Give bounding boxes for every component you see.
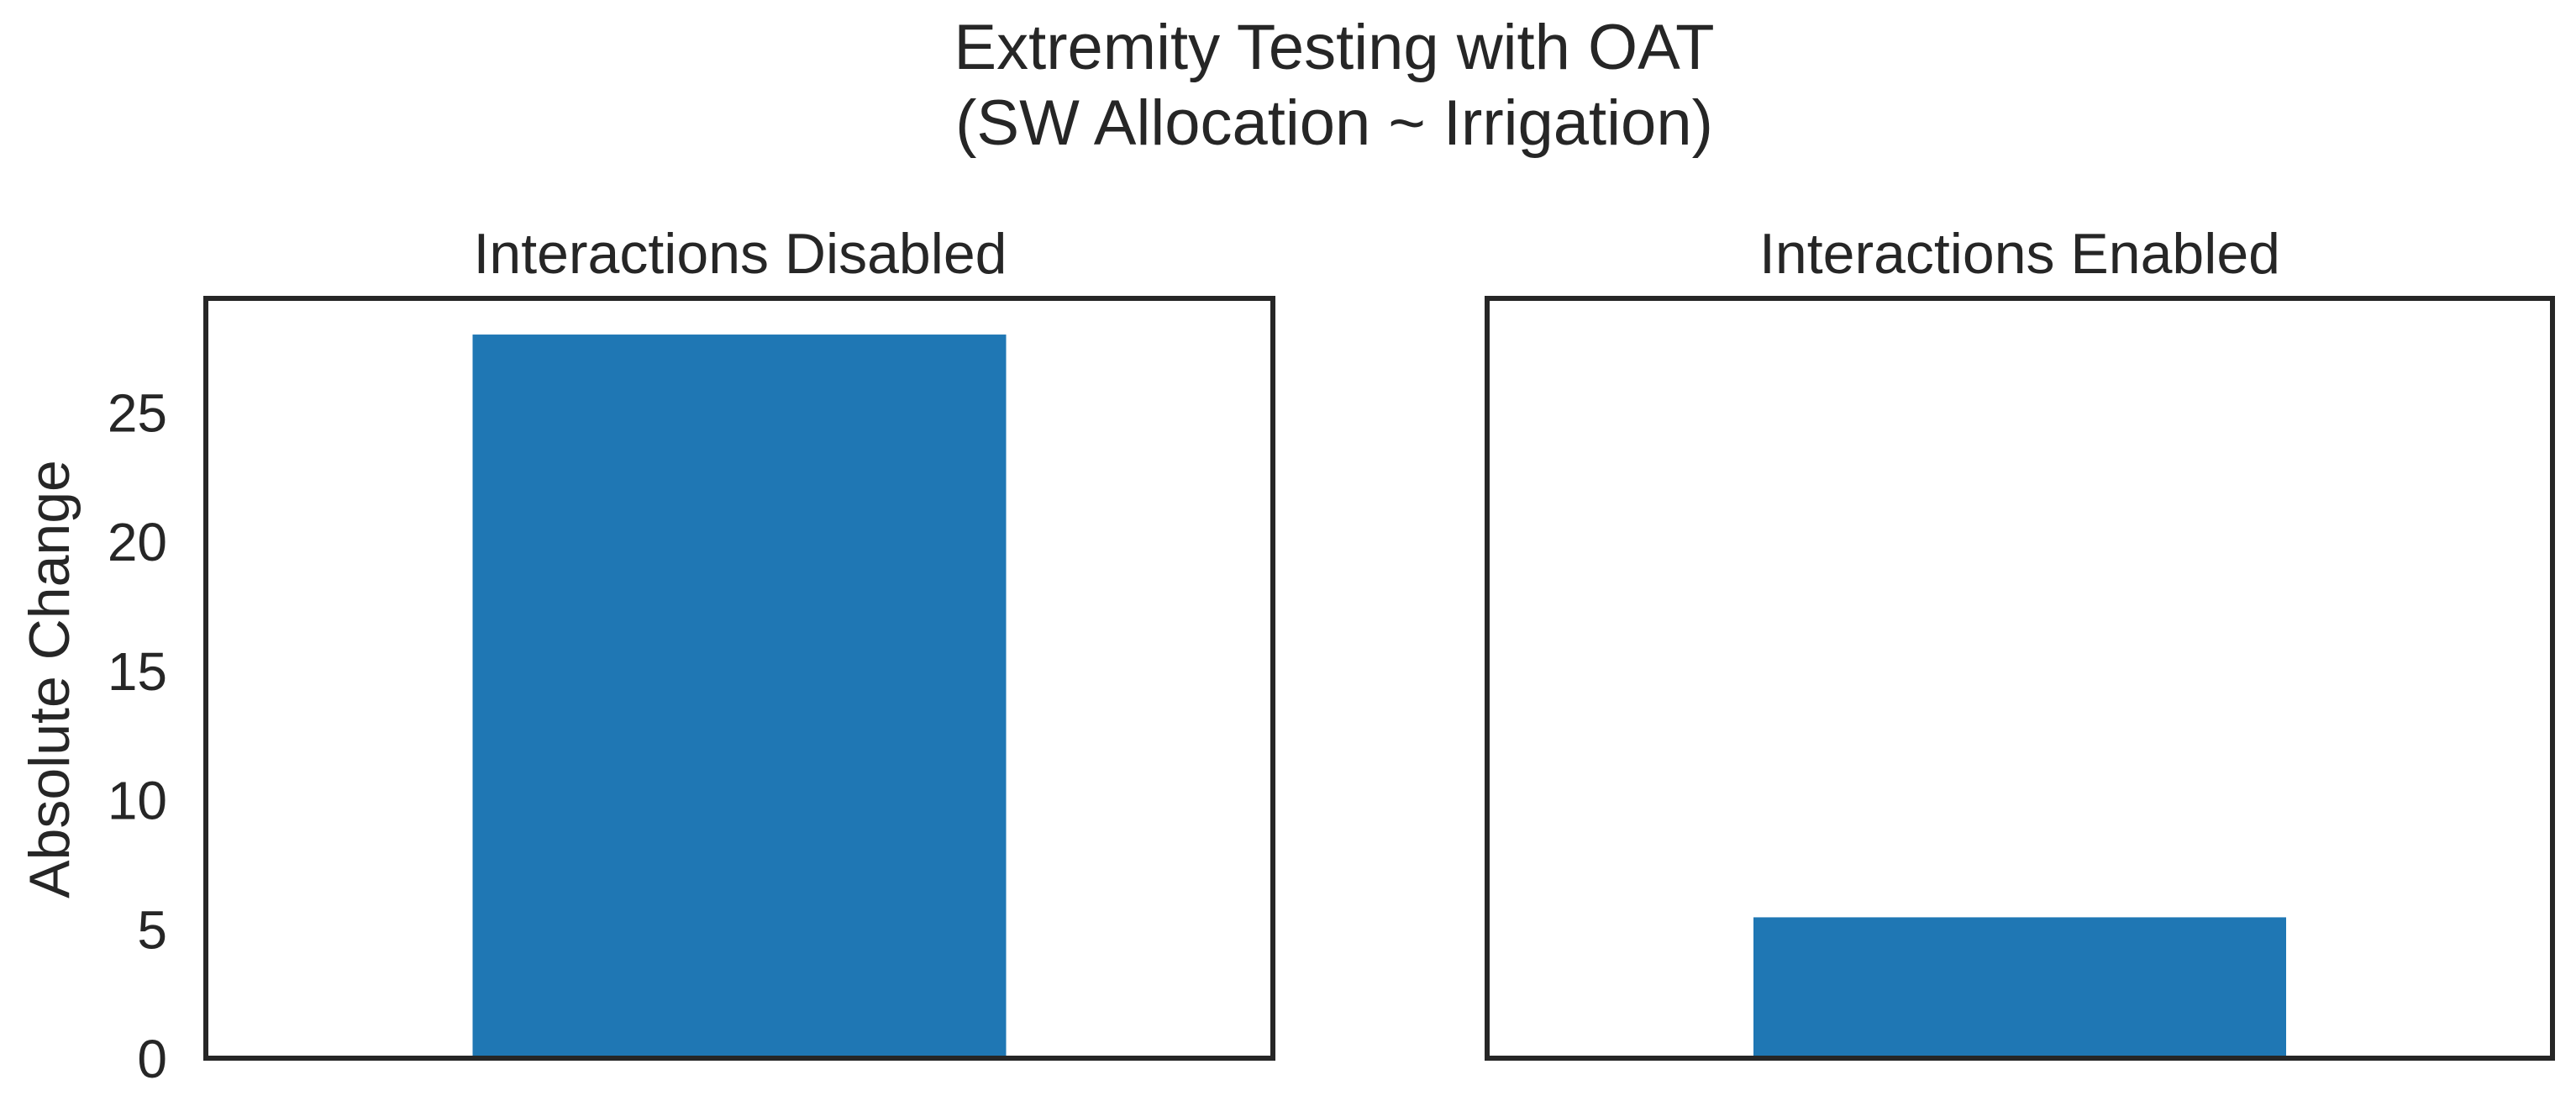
y-ticks-interactions-disabled: 0 5 10 15 20 25 <box>108 382 167 1089</box>
bar <box>1753 917 2286 1058</box>
y-tick-label: 10 <box>108 771 167 831</box>
figure-title-line1: Extremity Testing with OAT <box>954 12 1714 83</box>
axes-frame-interactions-disabled <box>203 296 1275 1061</box>
bar <box>472 335 1007 1058</box>
figure-title-line2: (SW Allocation ~ Irrigation) <box>955 87 1713 159</box>
y-tick-label: 15 <box>108 641 167 702</box>
panel-title-interactions-disabled: Interactions Disabled <box>473 222 1007 286</box>
y-axis-label: Absolute Change <box>18 460 81 898</box>
y-tick-label: 20 <box>108 512 167 572</box>
y-tick-label: 0 <box>137 1029 167 1089</box>
panel-title-interactions-enabled: Interactions Enabled <box>1759 222 2280 286</box>
panel-interactions-enabled: Interactions Enabled <box>1485 222 2555 1061</box>
y-tick-label: 25 <box>108 382 167 443</box>
bars-interactions-disabled <box>472 335 1007 1058</box>
y-tick-label: 5 <box>137 899 167 960</box>
panel-interactions-disabled: Interactions Disabled Absolute Change 0 5… <box>18 222 1275 1089</box>
axes-frame-interactions-enabled <box>1485 296 2555 1061</box>
bars-interactions-enabled <box>1753 917 2286 1058</box>
